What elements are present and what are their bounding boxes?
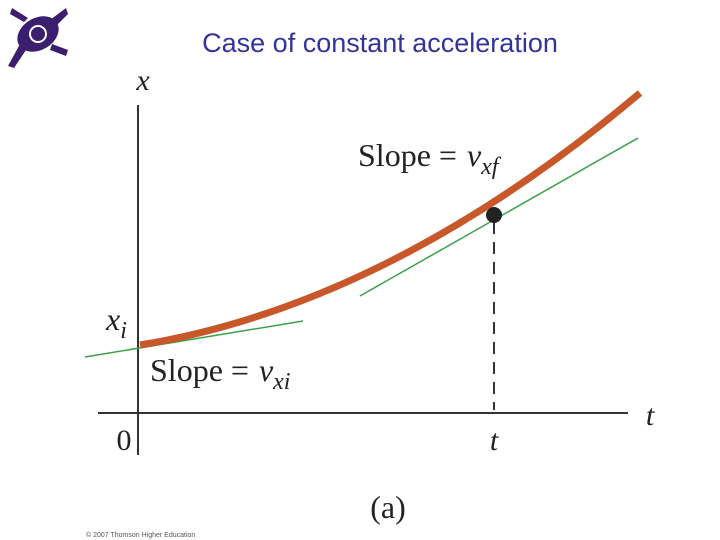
position-curve [139, 90, 643, 349]
time-label: t [490, 424, 499, 457]
caption: (a) [370, 489, 406, 525]
subscript: xi [272, 369, 290, 395]
symbol: v [259, 352, 274, 388]
initial-tangent [84, 320, 304, 358]
subscript: xf [480, 154, 502, 180]
logo [8, 8, 68, 68]
copyright: © 2007 Thomson Higher Education [86, 531, 195, 539]
symbol: x [105, 301, 120, 337]
slope-initial-label: Slope = vxi [150, 352, 290, 395]
point [486, 207, 502, 223]
subscript: i [120, 318, 127, 344]
origin-label: 0 [117, 424, 132, 457]
x-axis-label: t [646, 399, 655, 432]
slope-final-label: Slope = vxf [358, 137, 502, 180]
text: Slope = [358, 137, 457, 173]
title: Case of constant acceleration [202, 28, 558, 58]
text: Slope = [150, 352, 249, 388]
y-axis-label: x [135, 64, 150, 97]
initial-position-label: xi [105, 301, 127, 344]
symbol: v [467, 137, 482, 173]
